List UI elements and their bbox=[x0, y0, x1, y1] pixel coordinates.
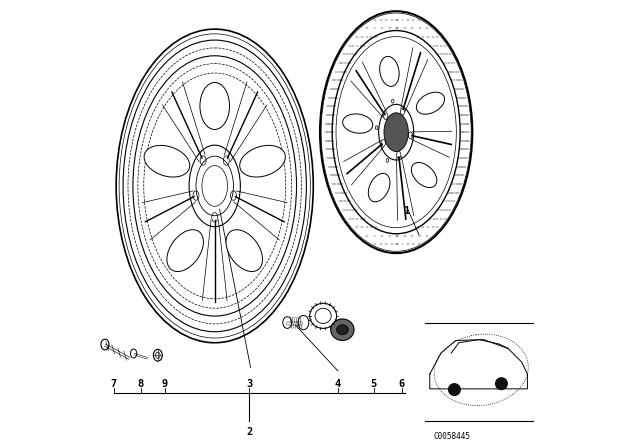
Text: 9: 9 bbox=[161, 379, 168, 389]
Ellipse shape bbox=[167, 230, 204, 271]
Ellipse shape bbox=[331, 319, 354, 340]
Text: 1: 1 bbox=[404, 206, 410, 215]
Text: 5: 5 bbox=[371, 379, 377, 389]
Text: 4: 4 bbox=[335, 379, 341, 389]
Ellipse shape bbox=[226, 230, 262, 271]
Ellipse shape bbox=[240, 146, 285, 177]
Text: 6: 6 bbox=[399, 379, 405, 389]
Ellipse shape bbox=[144, 146, 189, 177]
Text: 2: 2 bbox=[246, 427, 252, 437]
Ellipse shape bbox=[412, 163, 437, 188]
Ellipse shape bbox=[200, 82, 230, 129]
Ellipse shape bbox=[337, 325, 348, 335]
Circle shape bbox=[449, 384, 460, 396]
Text: 3: 3 bbox=[246, 379, 252, 389]
Ellipse shape bbox=[342, 114, 372, 133]
Ellipse shape bbox=[417, 92, 445, 114]
Text: C0058445: C0058445 bbox=[433, 432, 470, 441]
Ellipse shape bbox=[368, 173, 390, 202]
Text: 7: 7 bbox=[111, 379, 117, 389]
Circle shape bbox=[495, 378, 508, 389]
Ellipse shape bbox=[384, 113, 408, 151]
Ellipse shape bbox=[434, 334, 528, 405]
Ellipse shape bbox=[380, 56, 399, 86]
Text: 8: 8 bbox=[138, 379, 144, 389]
